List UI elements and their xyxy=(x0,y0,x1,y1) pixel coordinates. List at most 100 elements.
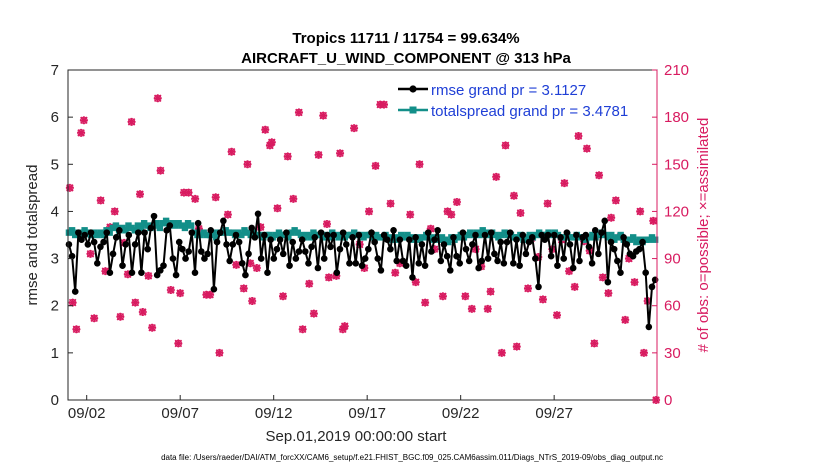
obs-count-point xyxy=(116,312,125,321)
obs-assimilated-marker xyxy=(319,111,328,120)
obs-assimilated-marker xyxy=(574,132,583,140)
rmse-point xyxy=(198,248,205,255)
obs-count-point xyxy=(305,279,314,288)
obs-assimilated-marker xyxy=(415,160,424,169)
obs-count-point xyxy=(239,284,248,293)
obs-count-point xyxy=(483,304,492,313)
obs-count-point xyxy=(512,342,521,351)
obs-assimilated-marker xyxy=(336,149,345,158)
obs-assimilated-marker xyxy=(611,196,620,205)
rmse-point xyxy=(390,226,397,234)
x-axis: 09/02 09/07 09/12 09/17 09/22 09/27 xyxy=(68,395,573,422)
obs-assimilated-marker xyxy=(211,193,220,202)
obs-assimilated-marker xyxy=(322,220,331,228)
obs-count-point xyxy=(639,348,648,357)
rmse-point xyxy=(65,241,73,248)
rmse-point xyxy=(475,264,482,272)
rmse-point xyxy=(623,241,631,248)
obs-assimilated-marker xyxy=(501,141,510,150)
rmse-point xyxy=(71,288,79,295)
rmse-point xyxy=(585,243,593,251)
obs-count-point xyxy=(380,100,389,109)
rmse-point xyxy=(368,229,375,236)
rmse-point xyxy=(487,229,495,236)
rmse-point xyxy=(106,269,114,277)
obs-count-point xyxy=(621,315,630,324)
obs-assimilated-marker xyxy=(68,298,77,307)
y-axis-right-label: # of obs: o=possible; ×=assimilated xyxy=(695,118,712,353)
rmse-point xyxy=(598,229,605,236)
obs-assimilated-marker xyxy=(636,207,645,216)
obs-assimilated-marker xyxy=(543,199,552,208)
rmse-point xyxy=(342,241,350,248)
obs-count-point xyxy=(406,210,415,219)
obs-assimilated-marker xyxy=(391,268,400,277)
obs-assimilated-marker xyxy=(630,278,639,287)
rmse-point xyxy=(614,257,621,265)
rmse-point xyxy=(642,269,649,277)
obs-assimilated-marker xyxy=(452,198,461,206)
rmse-point xyxy=(160,262,167,269)
rmse-point xyxy=(251,234,259,241)
obs-count-point xyxy=(79,116,88,125)
obs-count-point xyxy=(497,348,506,357)
totalspread-point xyxy=(153,220,160,227)
obs-assimilated-marker xyxy=(148,323,157,332)
obs-assimilated-marker xyxy=(77,128,86,137)
obs-count-point xyxy=(486,287,495,296)
rmse-point xyxy=(242,271,249,279)
rmse-point xyxy=(97,243,104,251)
rmse-point xyxy=(68,252,76,260)
legend-spread-marker xyxy=(409,106,417,114)
obs-count-point xyxy=(604,289,613,298)
obs-assimilated-marker xyxy=(483,304,492,313)
obs-assimilated-marker xyxy=(590,339,599,348)
obs-assimilated-marker xyxy=(184,188,193,197)
obs-count-point xyxy=(411,278,420,287)
rmse-series xyxy=(65,210,659,331)
obs-assimilated-marker xyxy=(621,315,630,324)
obs-count-point xyxy=(144,271,153,280)
rmse-point xyxy=(317,229,325,236)
right-tick-label: 0 xyxy=(664,392,672,409)
rmse-point xyxy=(399,257,407,265)
legend-box xyxy=(395,76,643,120)
rmse-point xyxy=(305,259,312,267)
totalspread-point xyxy=(122,227,129,234)
obs-count-point xyxy=(574,132,583,140)
obs-assimilated-marker xyxy=(421,298,430,307)
totalspread-point xyxy=(238,231,245,239)
rmse-point xyxy=(238,259,246,267)
left-tick-label: 7 xyxy=(51,62,59,79)
obs-assimilated-marker xyxy=(289,194,298,203)
rmse-point xyxy=(494,257,501,265)
obs-count-point xyxy=(156,166,165,175)
obs-count-point xyxy=(636,207,645,216)
obs-count-point xyxy=(492,172,501,181)
rmse-point xyxy=(563,229,571,236)
rmse-point xyxy=(100,238,107,246)
obs-count-point xyxy=(184,188,193,197)
obs-assimilated-marker xyxy=(538,295,547,304)
chart-title-line2: AIRCRAFT_U_WIND_COMPONENT @ 313 hPa xyxy=(241,50,571,67)
obs-count-point xyxy=(127,117,136,126)
rmse-point xyxy=(636,245,643,253)
obs-count-point xyxy=(324,273,333,282)
rmse-point xyxy=(257,255,265,262)
rmse-point xyxy=(122,241,129,248)
rmse-point xyxy=(478,257,486,265)
rmse-point xyxy=(144,245,152,253)
totalspread-point xyxy=(100,231,107,239)
obs-count-point xyxy=(598,273,607,282)
obs-count-point xyxy=(523,284,532,293)
obs-assimilated-marker xyxy=(65,183,74,192)
obs-assimilated-marker xyxy=(138,308,147,316)
rmse-point xyxy=(440,241,448,248)
rmse-point xyxy=(163,226,170,234)
rmse-point xyxy=(374,255,382,262)
obs-count-point xyxy=(206,290,215,299)
rmse-point xyxy=(213,238,221,246)
rmse-point xyxy=(210,285,218,293)
obs-assimilated-marker xyxy=(72,325,81,334)
rmse-point xyxy=(582,231,590,239)
